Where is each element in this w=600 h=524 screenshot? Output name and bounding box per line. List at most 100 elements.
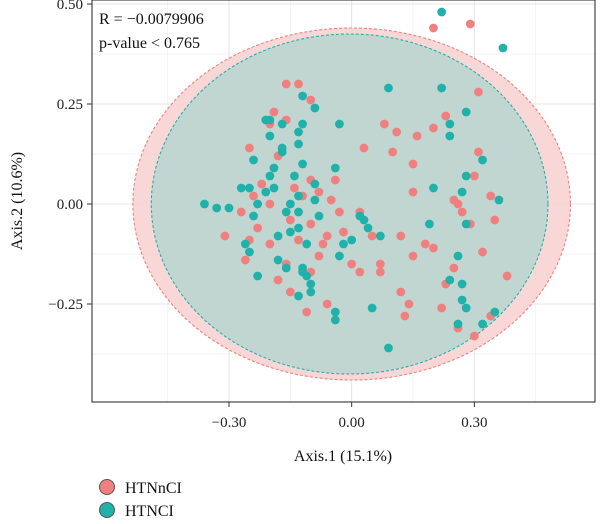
legend: HTNnCI HTNCI [99,479,182,520]
data-point-htnci [306,279,316,289]
y-axis-title: Axis.2 (10.6%) [9,152,26,250]
data-point-htnci [310,195,320,205]
data-point-htnci [453,319,463,329]
data-point-htnci [200,199,209,209]
x-axis-title: Axis.1 (15.1%) [294,448,392,465]
data-point-htnci [302,271,312,281]
data-point-htnnci [469,331,479,341]
data-point-htnci [281,263,291,273]
data-point-htnnci [474,147,483,157]
data-point-htnci [261,187,271,197]
data-point-htnci [249,155,258,165]
data-point-htnnci [478,247,487,257]
data-point-htnci [461,303,471,313]
data-point-htnnci [396,287,406,297]
data-point-htnnci [420,239,430,249]
data-point-htnci [290,171,299,181]
data-point-htnci [261,115,271,125]
x-axis: −0.30 0.00 0.30 [212,402,487,431]
data-point-htnci [445,131,455,141]
data-point-htnci [437,7,447,17]
data-point-htnci [240,239,250,249]
data-point-htnnci [285,287,295,297]
data-point-htnnci [318,239,328,249]
plot-area [91,0,596,403]
data-point-htnnci [388,147,397,157]
data-point-htnnci [335,207,344,217]
y-tick-label: −0.25 [48,297,83,313]
data-point-htnci [478,319,487,329]
data-point-htnnci [285,215,295,225]
data-point-htnnci [379,119,389,129]
data-point-htnci [339,239,348,249]
data-point-htnnci [294,235,303,245]
data-point-htnci [249,211,258,221]
data-point-htnnci [253,223,263,233]
data-point-htnci [294,139,303,149]
data-point-htnci [224,203,234,213]
data-point-htnnci [249,191,258,201]
data-point-htnci [363,223,373,233]
data-point-htnci [330,163,340,173]
data-point-htnnci [502,271,512,281]
data-point-htnnci [314,187,324,197]
data-point-htnci [298,159,308,169]
data-point-htnnci [474,87,483,97]
data-point-htnnci [306,95,316,105]
data-point-htnnci [269,107,279,117]
data-point-htnci [461,171,471,181]
data-point-htnci [314,211,324,221]
data-point-htnci [277,119,287,129]
legend-label-htnnci: HTNnCI [125,480,182,497]
data-point-htnci [424,219,434,229]
data-point-htnci [269,163,279,173]
data-point-htnnci [265,199,275,209]
data-point-htnnci [326,195,336,205]
data-point-htnci [445,275,455,285]
data-point-htnci [269,183,279,193]
data-point-htnnci [429,243,438,253]
data-point-htnci [294,127,303,137]
data-point-htnnci [429,123,438,133]
data-point-htnci [457,295,467,305]
data-point-htnci [310,179,320,189]
data-point-htnnci [306,219,316,229]
x-tick-label: −0.30 [212,415,247,431]
data-point-htnnci [453,199,463,209]
data-point-htnnci [412,131,422,141]
legend-label-htnci: HTNCI [125,503,174,520]
data-point-htnci [253,271,263,281]
data-point-htnci [347,235,357,245]
data-point-htnci [335,251,344,261]
data-point-htnnci [322,231,332,241]
x-tick-label: 0.30 [461,415,487,431]
data-point-htnci [277,143,287,153]
data-point-htnnci [367,231,377,241]
data-point-htnnci [408,187,418,197]
data-point-htnci [245,247,254,257]
data-point-htnci [298,119,308,129]
data-point-htnci [294,223,303,233]
plot-frame-border [91,0,596,403]
data-point-htnci [330,315,340,325]
data-point-htnci [437,83,447,93]
data-point-htnnci [408,159,418,169]
data-point-htnci [273,231,283,241]
y-tick-label: 0.00 [57,197,83,213]
correlation-annotation: R = −0.0079906 [99,11,204,28]
data-point-htnci [490,307,500,317]
data-point-htnci [245,183,254,193]
data-point-htnci [330,307,340,317]
data-point-htnnci [314,251,324,261]
stats-annotation: R = −0.0079906 p-value < 0.765 [99,11,204,52]
data-point-htnci [359,215,369,225]
data-point-htnci [367,303,377,313]
x-tick-label: 0.00 [339,415,365,431]
y-axis: −0.25 0.00 0.25 0.50 [48,0,92,313]
data-point-htnci [384,83,393,93]
data-point-htnnci [220,231,230,241]
data-point-htnci [375,231,385,241]
data-point-htnnci [408,251,418,261]
legend-marker-htnci [99,502,115,518]
data-point-htnnci [429,23,438,33]
